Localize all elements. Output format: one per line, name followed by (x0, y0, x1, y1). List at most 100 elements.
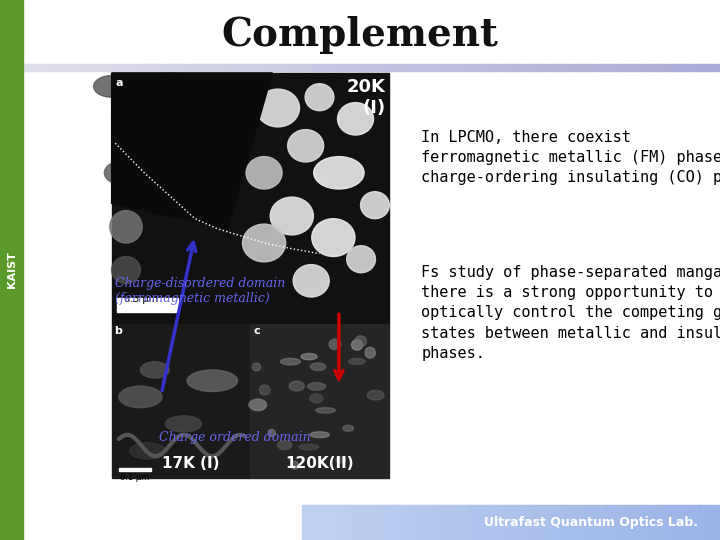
Text: 0.3 μm: 0.3 μm (124, 294, 158, 304)
Ellipse shape (94, 76, 130, 97)
Bar (300, 64, 313, 71)
Ellipse shape (307, 383, 325, 390)
Bar (204, 64, 217, 71)
Bar (324, 64, 338, 71)
Ellipse shape (288, 130, 324, 162)
Bar (616, 505, 628, 540)
Text: Fs study of phase-separated manganite,
there is a strong opportunity to
opticall: Fs study of phase-separated manganite, t… (421, 265, 720, 361)
Ellipse shape (270, 197, 313, 235)
Bar (595, 505, 606, 540)
Bar (192, 64, 205, 71)
Bar (532, 505, 544, 540)
Bar (0, 64, 14, 71)
Bar (688, 505, 701, 540)
Ellipse shape (312, 219, 355, 256)
Ellipse shape (310, 431, 329, 437)
Bar (48, 64, 61, 71)
Bar (636, 505, 648, 540)
Bar (0, 0, 23, 540)
Bar (72, 64, 86, 71)
Bar (12, 64, 25, 71)
Bar (521, 505, 534, 540)
Bar (333, 505, 346, 540)
Ellipse shape (187, 370, 238, 392)
Bar (384, 64, 397, 71)
Bar (112, 324, 251, 478)
Bar (492, 64, 505, 71)
Bar (699, 505, 711, 540)
Bar (678, 505, 690, 540)
Bar (365, 505, 377, 540)
Bar (132, 64, 145, 71)
Text: KAIST: KAIST (6, 252, 17, 288)
Bar (312, 505, 325, 540)
Bar (468, 64, 482, 71)
Ellipse shape (336, 457, 346, 463)
Polygon shape (112, 73, 272, 228)
Bar (119, 468, 151, 471)
Bar (636, 64, 649, 71)
Text: 120K(II): 120K(II) (285, 456, 354, 471)
Ellipse shape (256, 89, 300, 127)
Bar (564, 64, 577, 71)
Ellipse shape (355, 336, 366, 347)
Bar (348, 64, 361, 71)
Text: Charge-disordered domain
(ferromagnetic metallic): Charge-disordered domain (ferromagnetic … (115, 277, 285, 305)
Ellipse shape (293, 265, 329, 297)
Bar (501, 505, 513, 540)
Bar (240, 64, 253, 71)
Bar (408, 64, 421, 71)
Ellipse shape (347, 246, 376, 273)
Ellipse shape (104, 162, 133, 184)
Bar (251, 324, 389, 478)
Ellipse shape (112, 256, 140, 284)
Bar (600, 64, 613, 71)
Bar (709, 505, 720, 540)
Ellipse shape (169, 108, 198, 130)
Bar (511, 505, 523, 540)
Bar (516, 64, 529, 71)
Bar (647, 505, 659, 540)
Ellipse shape (314, 157, 364, 189)
Bar (612, 64, 626, 71)
Bar (696, 64, 709, 71)
Bar (355, 505, 366, 540)
Bar (504, 64, 518, 71)
Bar (108, 64, 122, 71)
Bar (156, 64, 169, 71)
Bar (553, 505, 565, 540)
Bar (112, 73, 389, 324)
Bar (228, 64, 241, 71)
Ellipse shape (338, 103, 374, 135)
Ellipse shape (289, 381, 305, 391)
Bar (576, 64, 590, 71)
Ellipse shape (365, 347, 375, 358)
Bar (444, 64, 457, 71)
Ellipse shape (140, 362, 169, 378)
Ellipse shape (291, 461, 299, 469)
Text: In LPCMO, there coexist
ferromagnetic metallic (FM) phase and
charge-ordering in: In LPCMO, there coexist ferromagnetic me… (421, 130, 720, 185)
Ellipse shape (248, 399, 266, 410)
Ellipse shape (277, 441, 292, 449)
Bar (668, 505, 680, 540)
Bar (386, 505, 397, 540)
Text: Complement: Complement (222, 16, 498, 54)
Bar (624, 64, 637, 71)
Ellipse shape (119, 386, 162, 408)
Bar (252, 64, 266, 71)
Bar (672, 64, 685, 71)
Bar (469, 505, 481, 540)
Bar (648, 64, 662, 71)
Bar (216, 64, 230, 71)
Text: 20K
(I): 20K (I) (346, 78, 385, 117)
Ellipse shape (268, 429, 275, 437)
Bar (543, 505, 554, 540)
Ellipse shape (351, 340, 363, 350)
Bar (376, 505, 387, 540)
Bar (563, 505, 575, 540)
Bar (449, 505, 461, 540)
Bar (396, 64, 410, 71)
Bar (438, 505, 450, 540)
Bar (540, 64, 554, 71)
Ellipse shape (299, 444, 318, 450)
